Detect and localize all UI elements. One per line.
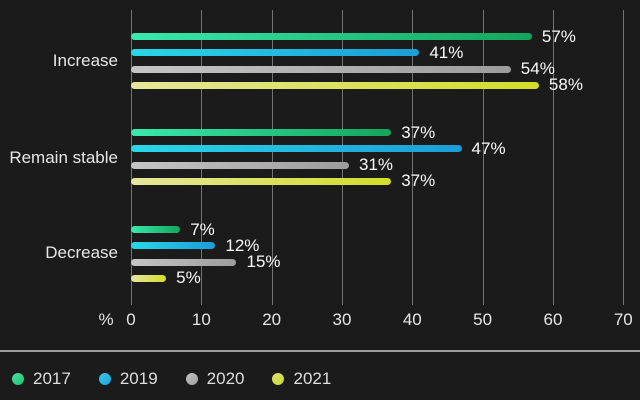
bar-2021-increase (131, 81, 539, 89)
gridline-70 (623, 10, 625, 305)
axis-unit-label: % (98, 310, 114, 329)
value-label-2017-remain-stable: 37% (401, 122, 436, 142)
x-tick-label-40: 40 (402, 310, 422, 329)
value-label-2021-remain-stable: 37% (401, 171, 436, 191)
x-tick-label-60: 60 (543, 310, 563, 329)
legend-item-2021: 2021 (272, 367, 331, 391)
value-label-2021-increase: 58% (548, 75, 583, 95)
value-label-2020-remain-stable: 31% (359, 155, 394, 175)
legend-label-2020: 2020 (206, 369, 245, 388)
bar-2019-remain-stable (131, 145, 462, 153)
gridline-40 (412, 10, 414, 305)
gridline-20 (271, 10, 273, 305)
bar-2017-increase (131, 33, 532, 40)
legend: 2017 2019 2020 2021 (12, 367, 331, 391)
legend-label-2019: 2019 (119, 369, 158, 388)
x-tick-label-20: 20 (262, 310, 282, 329)
bar-2020-remain-stable (131, 161, 350, 169)
legend-item-2019: 2019 (98, 367, 158, 391)
bar-2019-decrease (131, 242, 216, 250)
x-tick-label-70: 70 (613, 310, 633, 329)
x-tick-label-0: 0 (126, 310, 136, 329)
value-label-2019-increase: 41% (429, 42, 464, 62)
gridline-0 (131, 10, 132, 305)
legend-item-2020: 2020 (185, 367, 245, 391)
x-tick-label-30: 30 (332, 310, 352, 329)
bar-2019-increase (131, 49, 420, 57)
bar-2017-decrease (131, 226, 181, 233)
value-label-2017-increase: 57% (541, 26, 576, 46)
bar-2020-increase (131, 65, 511, 73)
x-tick-label-10: 10 (191, 310, 211, 329)
bar-2017-remain-stable (131, 129, 392, 136)
value-label-2019-remain-stable: 47% (471, 138, 506, 158)
legend-label-2017: 2017 (33, 369, 71, 388)
legend-separator (0, 350, 640, 352)
gridline-10 (201, 10, 203, 305)
bar-2021-decrease (131, 274, 167, 282)
x-tick-label-50: 50 (473, 310, 493, 329)
value-label-2020-increase: 54% (520, 59, 555, 79)
category-label-increase: Increase (52, 50, 118, 70)
gridline-50 (482, 10, 484, 305)
gridline-30 (341, 10, 343, 305)
value-label-2019-decrease: 12% (225, 235, 260, 255)
value-label-2021-decrease: 5% (176, 268, 201, 288)
value-label-2020-decrease: 15% (246, 252, 281, 272)
bar-2020-decrease (131, 258, 237, 266)
legend-item-2017: 2017 (12, 367, 71, 391)
category-label-remain-stable: Remain stable (9, 147, 118, 167)
legend-dot-icon-2021 (272, 373, 285, 385)
legend-dot-icon-2017 (12, 373, 24, 385)
value-label-2017-decrease: 7% (190, 219, 215, 239)
legend-label-2021: 2021 (293, 369, 332, 388)
gridline-60 (552, 10, 554, 305)
bar-2021-remain-stable (131, 177, 392, 185)
category-label-decrease: Decrease (45, 243, 118, 262)
legend-dot-icon-2019 (98, 373, 111, 385)
legend-dot-icon-2020 (185, 373, 198, 385)
